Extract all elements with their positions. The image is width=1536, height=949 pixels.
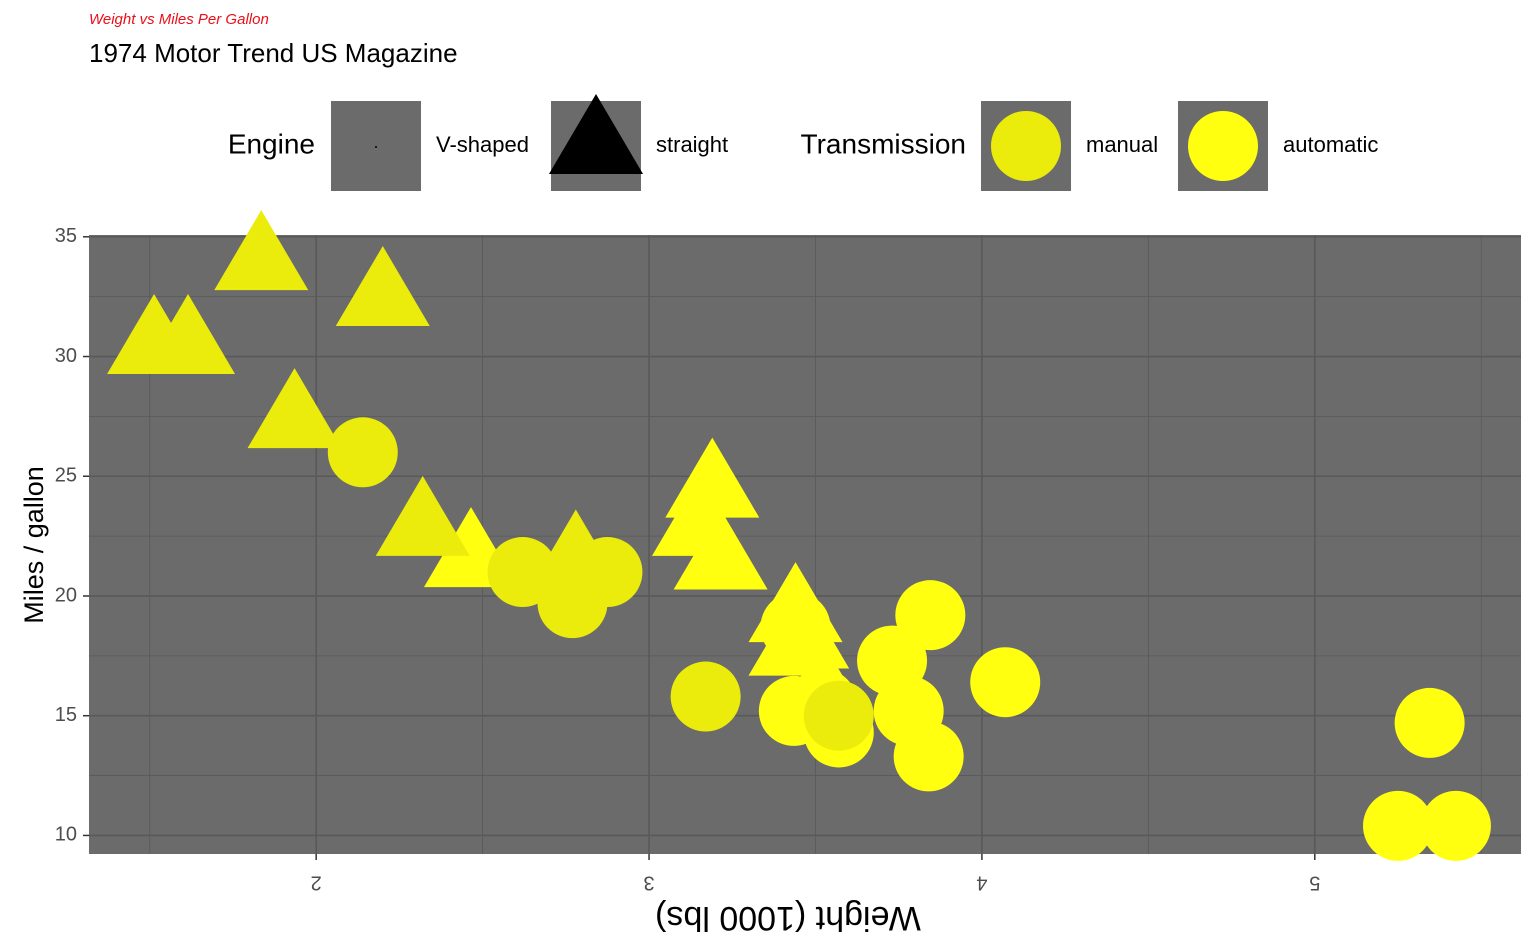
- y-tick-label: 35: [55, 225, 77, 247]
- x-tick-label: 4: [976, 872, 987, 894]
- point: [1363, 790, 1434, 861]
- y-tick-label: 30: [55, 345, 77, 367]
- legend-label: V-shaped: [436, 132, 529, 157]
- y-tick-label: 20: [55, 584, 77, 606]
- point: [487, 537, 558, 608]
- point: [1394, 687, 1465, 758]
- y-tick-label: 15: [55, 704, 77, 726]
- legend-label: straight: [656, 132, 728, 157]
- legend-symbol: [1188, 111, 1258, 181]
- x-axis-title: Weight (1000 lbs): [655, 899, 921, 937]
- x-tick-label: 3: [643, 872, 654, 894]
- legend-symbol: [375, 146, 377, 148]
- legend-title: Engine: [228, 128, 315, 159]
- y-tick-label: 25: [55, 465, 77, 487]
- point: [247, 368, 342, 449]
- x-tick-label: 5: [1309, 872, 1320, 894]
- point: [327, 417, 398, 488]
- point: [748, 595, 843, 676]
- point: [335, 246, 430, 327]
- y-axis-title: Miles / gallon: [19, 466, 49, 624]
- point: [375, 475, 470, 556]
- point: [107, 293, 202, 374]
- point: [803, 680, 874, 751]
- chart-subtitle: 1974 Motor Trend US Magazine: [89, 38, 458, 68]
- legend-symbol: [991, 111, 1061, 181]
- point: [214, 210, 309, 291]
- point: [670, 661, 741, 732]
- point: [1420, 790, 1491, 861]
- panel: [89, 235, 1521, 854]
- point: [528, 509, 623, 590]
- legend-symbol: [549, 94, 643, 174]
- legend-label: automatic: [1283, 132, 1378, 157]
- chart-title: Weight vs Miles Per Gallon: [89, 11, 269, 28]
- x-tick-label: 2: [311, 872, 322, 894]
- legend-label: manual: [1086, 132, 1158, 157]
- point: [651, 475, 746, 556]
- point: [970, 647, 1041, 718]
- point: [893, 721, 964, 792]
- y-tick-label: 10: [55, 824, 77, 846]
- point: [895, 580, 966, 651]
- legend-title: Transmission: [801, 128, 966, 159]
